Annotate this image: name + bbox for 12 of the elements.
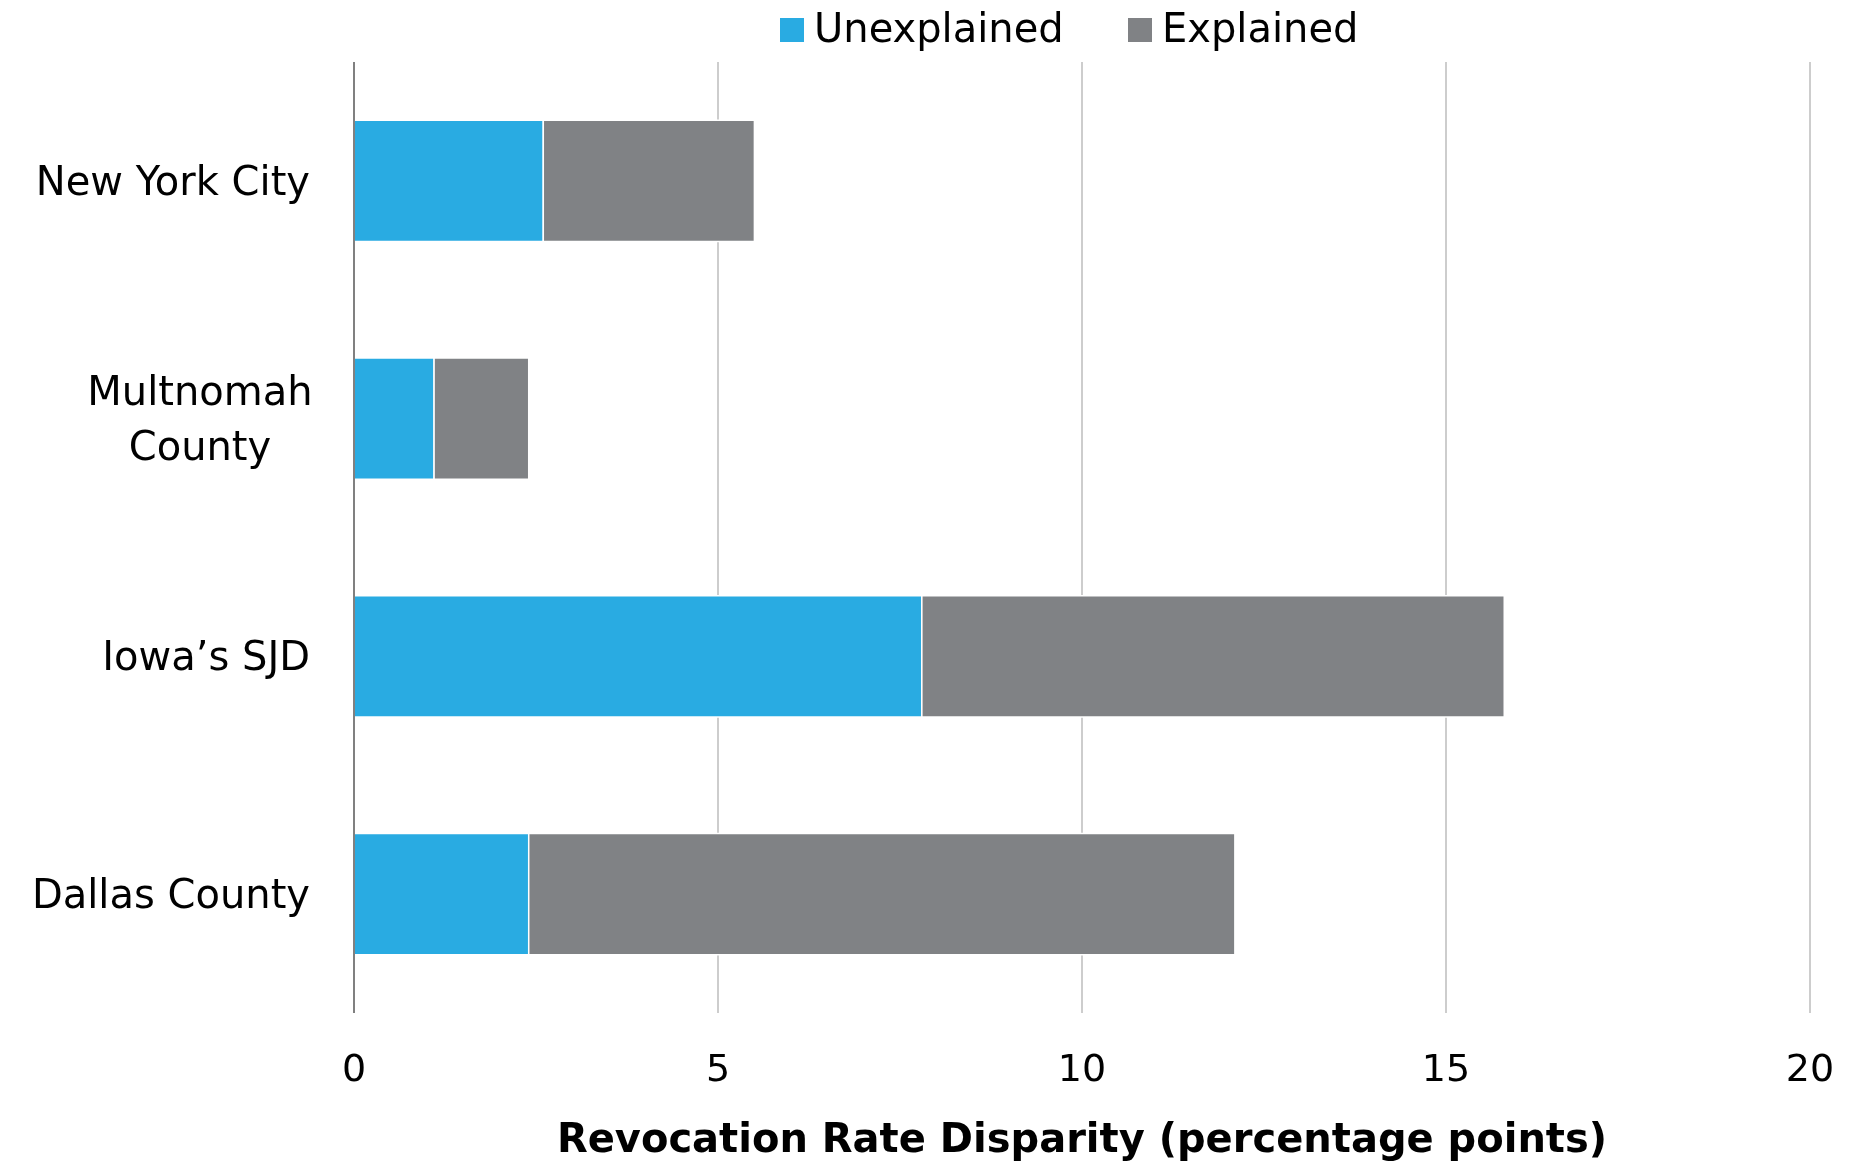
x-axis-title: Revocation Rate Disparity (percentage points): [556, 1115, 1608, 1161]
y-tick-label: New York City: [35, 157, 310, 204]
x-tick-label: 20: [1785, 1046, 1835, 1090]
x-tick-label: 15: [1421, 1046, 1471, 1090]
legend-label: Unexplained: [814, 5, 1064, 51]
legend-label: Explained: [1162, 5, 1359, 51]
x-tick-label: 10: [1057, 1046, 1107, 1090]
x-tick-label: 5: [705, 1046, 731, 1090]
x-tick-label: 0: [341, 1046, 367, 1090]
y-tick-label: Multnomah County: [87, 368, 313, 470]
y-tick-label: Dallas County: [31, 871, 310, 918]
y-tick-label: Iowa’s SJD: [102, 633, 310, 680]
